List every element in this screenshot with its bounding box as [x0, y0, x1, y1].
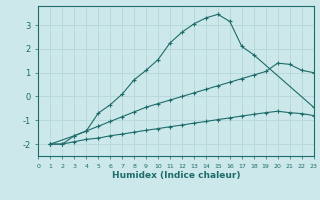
X-axis label: Humidex (Indice chaleur): Humidex (Indice chaleur) [112, 171, 240, 180]
